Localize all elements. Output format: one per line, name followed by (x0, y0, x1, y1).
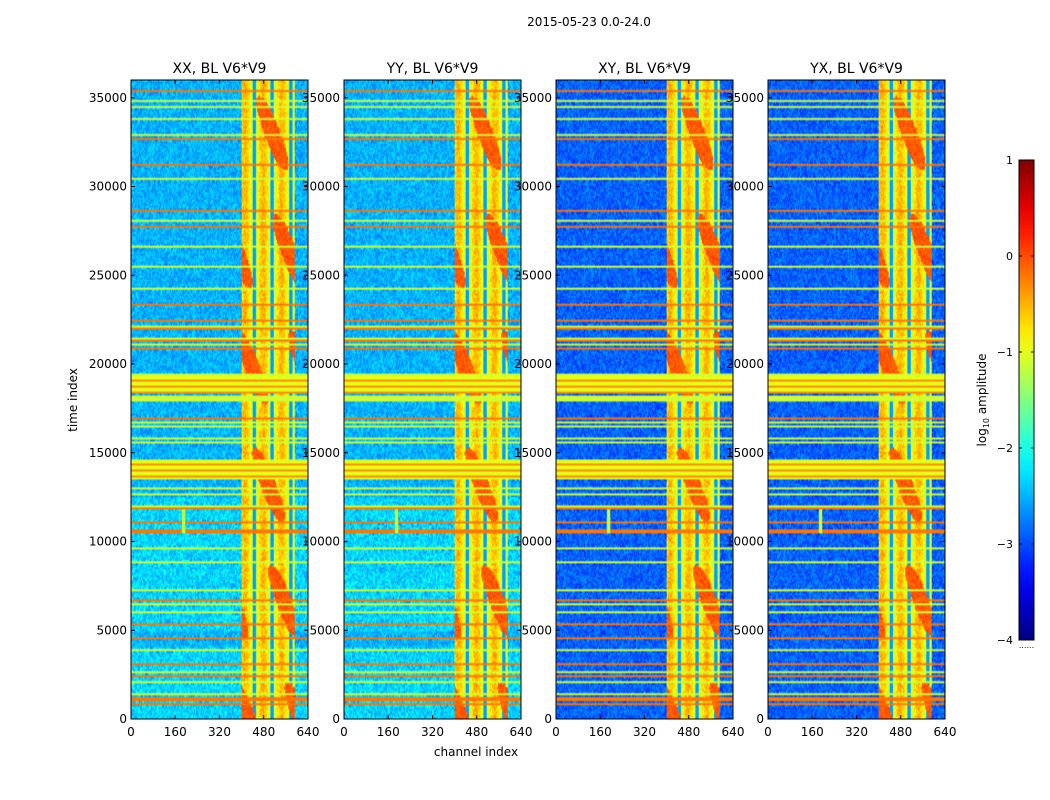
y-axis-label: time index (66, 368, 80, 432)
heatmap-yx (768, 80, 945, 719)
colorbar-tick-label: −3 (997, 538, 1013, 551)
y-tick-label: 25000 (514, 268, 552, 282)
panel-title: YY, BL V6*V9 (386, 61, 479, 77)
x-tick-label: 480 (677, 725, 700, 739)
y-tick-label: 15000 (89, 446, 127, 460)
y-tick-label: 5000 (521, 623, 552, 637)
y-tick-label: 30000 (89, 180, 127, 194)
x-tick-label: 0 (127, 725, 135, 739)
x-tick-label: 480 (889, 725, 912, 739)
panel-yy: YY, BL V6*V9 0 160 320 480 640 0 5000 10000 15000… (302, 61, 533, 739)
y-tick-label: 10000 (89, 535, 127, 549)
colorbar-tick-label: −1 (997, 346, 1013, 359)
y-tick-label: 25000 (726, 268, 764, 282)
colorbar-label: log10 amplitude (975, 354, 991, 447)
y-tick-label: 0 (332, 712, 340, 726)
x-tick-label: 320 (845, 725, 868, 739)
panel-xx: XX, BL V6*V9 0 160 320 480 640 0 5000 10000 15000… (89, 61, 320, 739)
y-tick-label: 35000 (726, 91, 764, 105)
y-tick-label: 20000 (726, 357, 764, 371)
x-tick-label: 640 (934, 725, 957, 739)
y-tick-label: 20000 (302, 357, 340, 371)
heatmap-yy (344, 80, 521, 719)
y-tick-label: 30000 (302, 180, 340, 194)
colorbar-under-marker: ...... (1019, 641, 1034, 650)
y-tick-label: 35000 (514, 91, 552, 105)
x-tick-label: 320 (208, 725, 231, 739)
colorbar-tick-label: −4 (997, 634, 1013, 647)
y-tick-label: 10000 (726, 535, 764, 549)
y-tick-label: 35000 (89, 91, 127, 105)
x-tick-label: 0 (764, 725, 772, 739)
y-tick-label: 20000 (89, 357, 127, 371)
y-tick-label: 15000 (302, 446, 340, 460)
panel-title: XX, BL V6*V9 (173, 61, 267, 77)
suptitle: 2015-05-23 0.0-24.0 (527, 15, 651, 29)
x-axis-label: channel index (434, 745, 518, 759)
x-tick-label: 160 (589, 725, 612, 739)
x-tick-label: 640 (510, 725, 533, 739)
y-tick-label: 10000 (514, 535, 552, 549)
x-tick-label: 640 (297, 725, 320, 739)
x-tick-label: 320 (633, 725, 656, 739)
y-tick-label: 5000 (96, 623, 127, 637)
y-tick-label: 0 (119, 712, 127, 726)
x-tick-label: 160 (164, 725, 187, 739)
x-tick-label: 160 (377, 725, 400, 739)
x-tick-label: 320 (421, 725, 444, 739)
panel-xy: XY, BL V6*V9 0 160 320 480 640 0 5000 10000 15000… (514, 61, 745, 739)
y-tick-label: 10000 (302, 535, 340, 549)
y-tick-label: 35000 (302, 91, 340, 105)
panels: XX, BL V6*V9 0 160 320 480 640 0 5000 10000 15000… (89, 61, 957, 739)
y-tick-label: 15000 (726, 446, 764, 460)
x-tick-label: 640 (722, 725, 745, 739)
colorbar-tick-label: −2 (997, 442, 1013, 455)
y-tick-label: 0 (756, 712, 764, 726)
y-tick-label: 25000 (302, 268, 340, 282)
heatmap-xy (556, 80, 733, 719)
y-tick-label: 0 (544, 712, 552, 726)
x-tick-label: 480 (252, 725, 275, 739)
colorbar: 1 0 −1 −2 −3 −4 log10 amplitude...... (975, 154, 1035, 650)
y-tick-label: 30000 (514, 180, 552, 194)
panel-title: YX, BL V6*V9 (809, 61, 903, 77)
y-tick-label: 15000 (514, 446, 552, 460)
y-tick-label: 30000 (726, 180, 764, 194)
panel-title: XY, BL V6*V9 (598, 61, 691, 77)
panel-yx: YX, BL V6*V9 0 160 320 480 640 0 5000 10000 15000… (726, 61, 957, 739)
x-tick-label: 0 (340, 725, 348, 739)
colorbar-gradient (1018, 159, 1035, 641)
y-tick-label: 25000 (89, 268, 127, 282)
colorbar-tick-label: 0 (1006, 250, 1013, 263)
y-tick-label: 5000 (733, 623, 764, 637)
colorbar-tick-label: 1 (1006, 154, 1013, 167)
y-tick-label: 20000 (514, 357, 552, 371)
heatmap-xx (131, 80, 308, 719)
x-tick-label: 480 (465, 725, 488, 739)
x-tick-label: 0 (552, 725, 560, 739)
x-tick-label: 160 (801, 725, 824, 739)
y-tick-label: 5000 (309, 623, 340, 637)
